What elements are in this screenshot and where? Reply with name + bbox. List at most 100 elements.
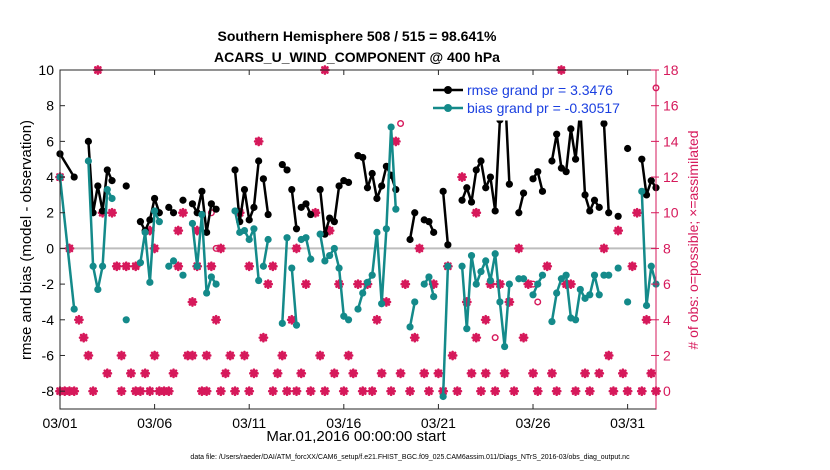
bias-point bbox=[212, 280, 220, 288]
bias-point bbox=[467, 251, 476, 260]
obs-possible-series bbox=[207, 84, 660, 342]
bias-point bbox=[122, 316, 130, 324]
bias-point bbox=[359, 289, 367, 297]
y-left-tick-label: 10 bbox=[38, 62, 54, 78]
rmse-point bbox=[240, 185, 249, 194]
obs-assimilated-marker bbox=[542, 261, 553, 272]
rmse-point bbox=[278, 160, 286, 169]
obs-assimilated-marker bbox=[267, 261, 278, 272]
y-right-tick-label: 2 bbox=[663, 347, 671, 363]
bias-point bbox=[548, 317, 556, 326]
y-left-tick-label: 8 bbox=[46, 98, 54, 114]
obs-assimilated-marker bbox=[627, 261, 638, 272]
rmse-point bbox=[288, 185, 296, 194]
y-right-tick-label: 10 bbox=[663, 205, 679, 221]
rmse-point bbox=[467, 198, 476, 206]
x-axis-label: Mar.01,2016 00:00:00 start bbox=[266, 428, 446, 445]
obs-assimilated-marker bbox=[414, 243, 425, 254]
obs-assimilated-marker bbox=[168, 368, 179, 379]
rmse-point bbox=[590, 196, 599, 204]
bias-point bbox=[586, 291, 594, 299]
bias-point bbox=[292, 321, 301, 329]
rmse-point bbox=[571, 155, 580, 163]
bias-point bbox=[590, 271, 599, 279]
legend-bias-label: bias grand pr = -0.30517 bbox=[467, 100, 620, 116]
rmse-point bbox=[70, 173, 78, 181]
obs-assimilated-marker bbox=[201, 350, 212, 361]
obs-assimilated-marker bbox=[211, 314, 221, 325]
rmse-point bbox=[84, 137, 92, 145]
bias-point bbox=[472, 280, 480, 288]
rmse-point bbox=[586, 207, 594, 215]
obs-assimilated-marker bbox=[551, 386, 562, 397]
bias-point bbox=[330, 244, 338, 253]
rmse-series bbox=[56, 80, 660, 249]
obs-possible-marker bbox=[491, 334, 499, 342]
bias-point bbox=[179, 271, 187, 279]
obs-assimilated-marker bbox=[277, 350, 288, 361]
obs-assimilated-marker bbox=[296, 368, 307, 379]
obs-assimilated-marker bbox=[641, 314, 652, 325]
bias-point bbox=[155, 218, 163, 226]
obs-assimilated-marker bbox=[367, 386, 378, 397]
y-right-tick-label: 12 bbox=[663, 169, 679, 185]
obs-assimilated-marker bbox=[102, 368, 113, 379]
rmse-point bbox=[534, 168, 542, 176]
obs-assimilated-marker bbox=[471, 207, 482, 218]
bias-point bbox=[94, 285, 102, 294]
y-left-tick-label: 2 bbox=[46, 205, 54, 221]
bias-point bbox=[245, 235, 253, 244]
y-axis-right-label: # of obs: o=possible; ×=assimilated bbox=[685, 130, 701, 349]
y-right-tick-label: 0 bbox=[663, 383, 671, 399]
obs-assimilated-marker bbox=[163, 386, 174, 397]
bias-point bbox=[136, 259, 145, 267]
bias-line-segment bbox=[640, 191, 658, 307]
bias-point bbox=[576, 285, 584, 294]
obs-assimilated-marker bbox=[244, 261, 255, 272]
bias-point bbox=[642, 301, 651, 310]
rmse-point bbox=[548, 157, 556, 165]
x-tick-label: 03/31 bbox=[610, 415, 645, 431]
obs-assimilated-marker bbox=[301, 279, 311, 290]
obs-assimilated-marker bbox=[315, 350, 326, 361]
legend-rmse-marker bbox=[444, 86, 452, 94]
rmse-point bbox=[165, 203, 173, 211]
y-right-tick-label: 8 bbox=[663, 240, 671, 256]
obs-assimilated-marker bbox=[116, 386, 127, 397]
obs-assimilated-marker bbox=[580, 368, 590, 379]
obs-assimilated-marker bbox=[613, 225, 624, 236]
bias-point bbox=[335, 264, 343, 272]
bias-line-segment bbox=[58, 176, 76, 310]
rmse-point bbox=[430, 228, 438, 236]
rmse-point bbox=[307, 210, 315, 219]
obs-possible-marker bbox=[534, 298, 542, 306]
obs-assimilated-marker bbox=[78, 332, 89, 343]
bias-line-segment bbox=[281, 237, 289, 324]
rmse-point bbox=[458, 196, 466, 204]
bias-point bbox=[562, 271, 570, 279]
bias-point bbox=[344, 316, 353, 324]
obs-assimilated-marker bbox=[405, 386, 415, 397]
bias-point bbox=[368, 271, 376, 279]
bias-point bbox=[378, 300, 386, 308]
rmse-line-segment bbox=[408, 212, 417, 240]
obs-assimilated-marker bbox=[178, 207, 188, 218]
obs-assimilated-marker bbox=[532, 386, 543, 397]
rmse-point bbox=[562, 168, 570, 176]
footnote-data-file: data file: /Users/raeder/DAI/ATM_forcXX/… bbox=[190, 454, 630, 461]
obs-assimilated-marker bbox=[249, 368, 259, 379]
rmse-point bbox=[359, 153, 367, 162]
bias-point bbox=[505, 280, 513, 288]
legend: rmse grand pr = 3.3476 bias grand pr = -… bbox=[430, 79, 642, 121]
bias-point bbox=[207, 273, 215, 281]
rmse-point bbox=[231, 166, 239, 174]
obs-assimilated-marker bbox=[121, 261, 132, 272]
bias-point bbox=[534, 280, 542, 288]
rmse-point bbox=[624, 144, 632, 153]
obs-assimilated-marker bbox=[253, 136, 264, 147]
obs-assimilated-marker bbox=[376, 368, 387, 379]
obs-assimilated-marker bbox=[395, 368, 406, 379]
bias-point bbox=[193, 262, 201, 270]
bias-line-segment bbox=[441, 266, 450, 397]
